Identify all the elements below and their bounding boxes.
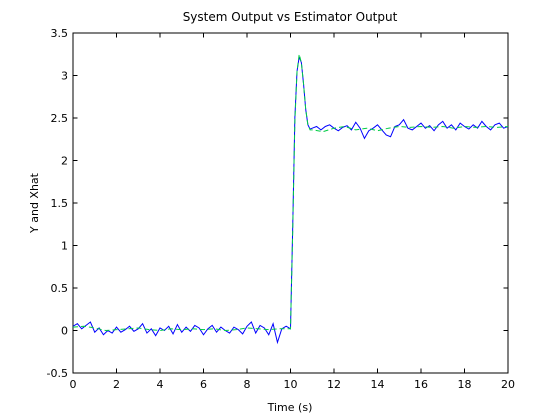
x-tick-label-8: 16 [414, 378, 428, 391]
x-tick-label-9: 18 [458, 378, 472, 391]
x-tick-label-0: 0 [70, 378, 77, 391]
y-tick-label-0: -0.5 [47, 367, 68, 380]
y-tick-label-1: 0 [61, 325, 68, 338]
x-tick-label-10: 20 [501, 378, 515, 391]
y-tick-label-4: 1.5 [51, 197, 69, 210]
y-tick-label-6: 2.5 [51, 112, 69, 125]
x-axis-label: Time (s) [267, 401, 313, 414]
y-tick-label-2: 0.5 [51, 282, 69, 295]
y-axis-label: Y and Xhat [28, 172, 41, 234]
axis-ticks: 0 2 4 6 8 10 12 14 16 18 20-0.500.511.522.533.5 [47, 27, 515, 391]
x-tick-label-1: 2 [113, 378, 120, 391]
series-layer [72, 54, 509, 345]
series-line-1 [72, 54, 509, 332]
chart-title: System Output vs Estimator Output [183, 10, 398, 24]
x-tick-label-3: 6 [200, 378, 207, 391]
y-tick-label-7: 3 [61, 70, 68, 83]
x-tick-label-7: 14 [371, 378, 385, 391]
y-tick-label-5: 2 [61, 155, 68, 168]
y-tick-label-3: 1 [61, 240, 68, 253]
y-tick-label-8: 3.5 [51, 27, 69, 40]
series-line-0 [72, 56, 509, 345]
x-tick-label-4: 8 [244, 378, 251, 391]
x-tick-label-2: 4 [157, 378, 164, 391]
x-tick-label-6: 12 [327, 378, 341, 391]
x-tick-label-5: 10 [284, 378, 298, 391]
